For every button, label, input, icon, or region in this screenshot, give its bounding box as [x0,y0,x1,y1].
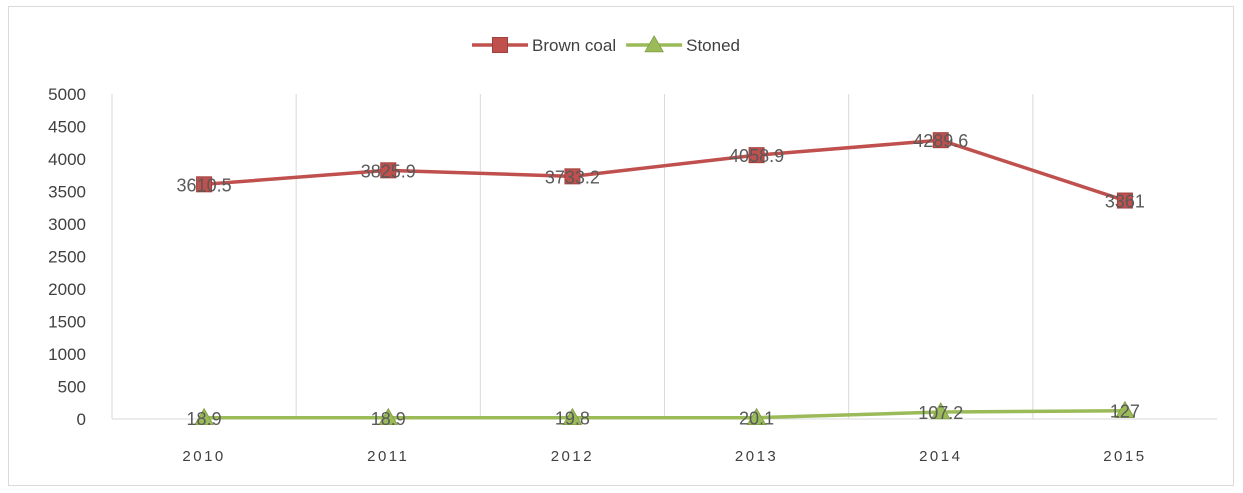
y-tick-label: 2500 [48,248,86,267]
data-label: 4058.9 [729,146,784,166]
data-point-marker [746,407,767,425]
data-label: 19.8 [555,409,590,429]
series-brown-coal [196,132,1133,209]
data-label: 18.9 [371,409,406,429]
data-label: 3733.2 [545,167,600,187]
y-tick-label: 4000 [48,150,86,169]
data-label: 20.1 [739,409,774,429]
x-axis-ticks: 2010 2011 2012 2013 2014 2015 [182,448,1146,465]
data-point-marker [930,402,951,420]
legend: Brown coal Stoned [472,34,740,55]
legend-item: Brown coal [472,36,616,55]
x-tick-label: 2012 [551,448,594,465]
data-point-marker [1116,192,1133,209]
y-tick-label: 3500 [48,183,86,202]
legend-marker [492,37,508,53]
y-tick-label: 3000 [48,215,86,234]
legend-marker [644,34,664,53]
y-tick-label: 0 [77,410,86,429]
data-point-marker [564,168,581,185]
data-label: 3361 [1105,192,1145,212]
chart-frame [8,6,1234,486]
data-label: 4289.6 [913,131,968,151]
data-label: 18.9 [187,409,222,429]
x-tick-label: 2010 [182,448,225,465]
gridlines [295,94,1034,419]
y-tick-label: 2000 [48,280,86,299]
data-point-marker [196,176,213,193]
y-tick-label: 500 [58,378,86,397]
data-point-marker [1115,400,1135,418]
data-labels: 3610.5 3825.9 3733.2 4058.9 4289.6 3361 18.9 18… [177,131,1145,429]
x-tick-label: 2011 [367,448,409,465]
data-point-marker [748,147,765,164]
x-tick-label: 2014 [919,448,962,465]
legend-label: Brown coal [532,36,616,55]
series-group [194,132,1135,426]
data-point-marker [562,407,583,425]
data-point-marker [378,407,399,426]
data-point-marker [380,162,397,179]
data-label: 127 [1110,402,1140,422]
series-line [202,408,1127,420]
data-label: 3825.9 [361,161,416,181]
data-label: 3610.5 [177,175,232,195]
y-tick-label: 1000 [48,345,86,364]
y-tick-label: 5000 [48,85,86,104]
y-tick-label: 4500 [48,118,86,137]
legend-item: Stoned [626,34,740,55]
data-label: 107.2 [918,403,963,423]
data-point-marker [932,132,949,149]
x-tick-label: 2013 [735,448,778,465]
legend-label: Stoned [686,36,740,55]
series-stoned [194,400,1135,426]
x-tick-label: 2015 [1103,448,1146,465]
series-line [202,138,1127,203]
y-tick-label: 1500 [48,313,86,332]
y-axis-ticks: 0 500 1000 1500 2000 2500 3000 3500 4000 4500 5000 [48,85,86,429]
data-point-marker [194,407,214,426]
